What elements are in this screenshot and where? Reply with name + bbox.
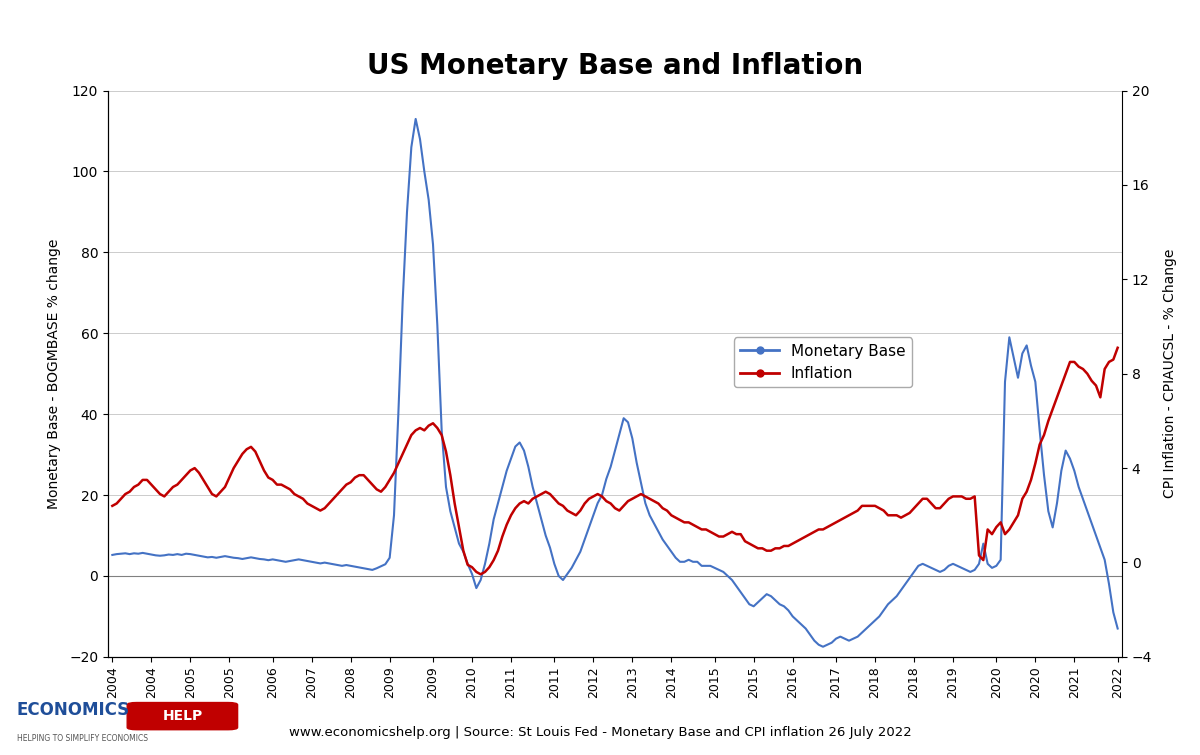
Y-axis label: Monetary Base - BOGMBASE % change: Monetary Base - BOGMBASE % change [47,239,61,509]
Text: www.economicshelp.org | Source: St Louis Fed - Monetary Base and CPI inflation 2: www.economicshelp.org | Source: St Louis… [289,726,911,739]
Y-axis label: CPI Inflation - CPIAUCSL - % Change: CPI Inflation - CPIAUCSL - % Change [1163,249,1177,498]
Text: ECONOMICS: ECONOMICS [17,701,130,720]
Text: HELPING TO SIMPLIFY ECONOMICS: HELPING TO SIMPLIFY ECONOMICS [17,735,148,743]
Text: HELP: HELP [162,709,203,723]
Title: US Monetary Base and Inflation: US Monetary Base and Inflation [367,52,863,80]
Legend: Monetary Base, Inflation: Monetary Base, Inflation [734,337,912,387]
FancyBboxPatch shape [127,702,238,729]
